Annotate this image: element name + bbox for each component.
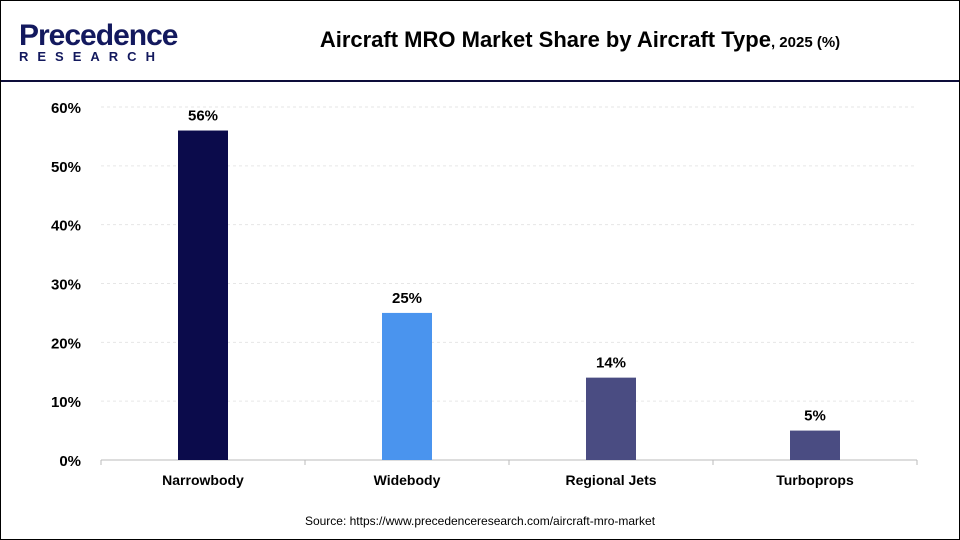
data-label: 5% bbox=[804, 408, 826, 425]
logo: Precedence RESEARCH bbox=[19, 19, 178, 65]
header: Precedence RESEARCH Aircraft MRO Market … bbox=[1, 1, 959, 82]
y-tick-label: 10% bbox=[51, 394, 81, 411]
x-tick-label: Turboprops bbox=[776, 472, 854, 488]
title-suffix: , 2025 (%) bbox=[770, 34, 841, 51]
data-label: 14% bbox=[596, 355, 626, 372]
bar bbox=[586, 377, 636, 460]
data-label: 25% bbox=[392, 290, 422, 307]
y-tick-label: 50% bbox=[51, 159, 81, 176]
bar bbox=[382, 312, 432, 460]
y-tick-label: 0% bbox=[59, 453, 81, 470]
logo-text: Precedence bbox=[19, 19, 178, 52]
y-tick-label: 20% bbox=[51, 335, 81, 352]
x-tick-label: Narrowbody bbox=[162, 472, 244, 488]
y-tick-label: 60% bbox=[51, 100, 81, 117]
title-main: Aircraft MRO Market Share by Aircraft Ty… bbox=[319, 27, 771, 52]
bar bbox=[178, 130, 228, 461]
x-tick-label: Regional Jets bbox=[565, 472, 656, 488]
y-tick-label: 30% bbox=[51, 277, 81, 294]
bar bbox=[790, 430, 840, 460]
chart-title: Aircraft MRO Market Share by Aircraft Ty… bbox=[201, 27, 959, 53]
logo-subtext: RESEARCH bbox=[19, 49, 164, 64]
data-label: 56% bbox=[188, 108, 218, 125]
y-tick-label: 40% bbox=[51, 218, 81, 235]
source-note: Source: https://www.precedenceresearch.c… bbox=[304, 514, 656, 528]
x-tick-label: Widebody bbox=[374, 472, 441, 488]
